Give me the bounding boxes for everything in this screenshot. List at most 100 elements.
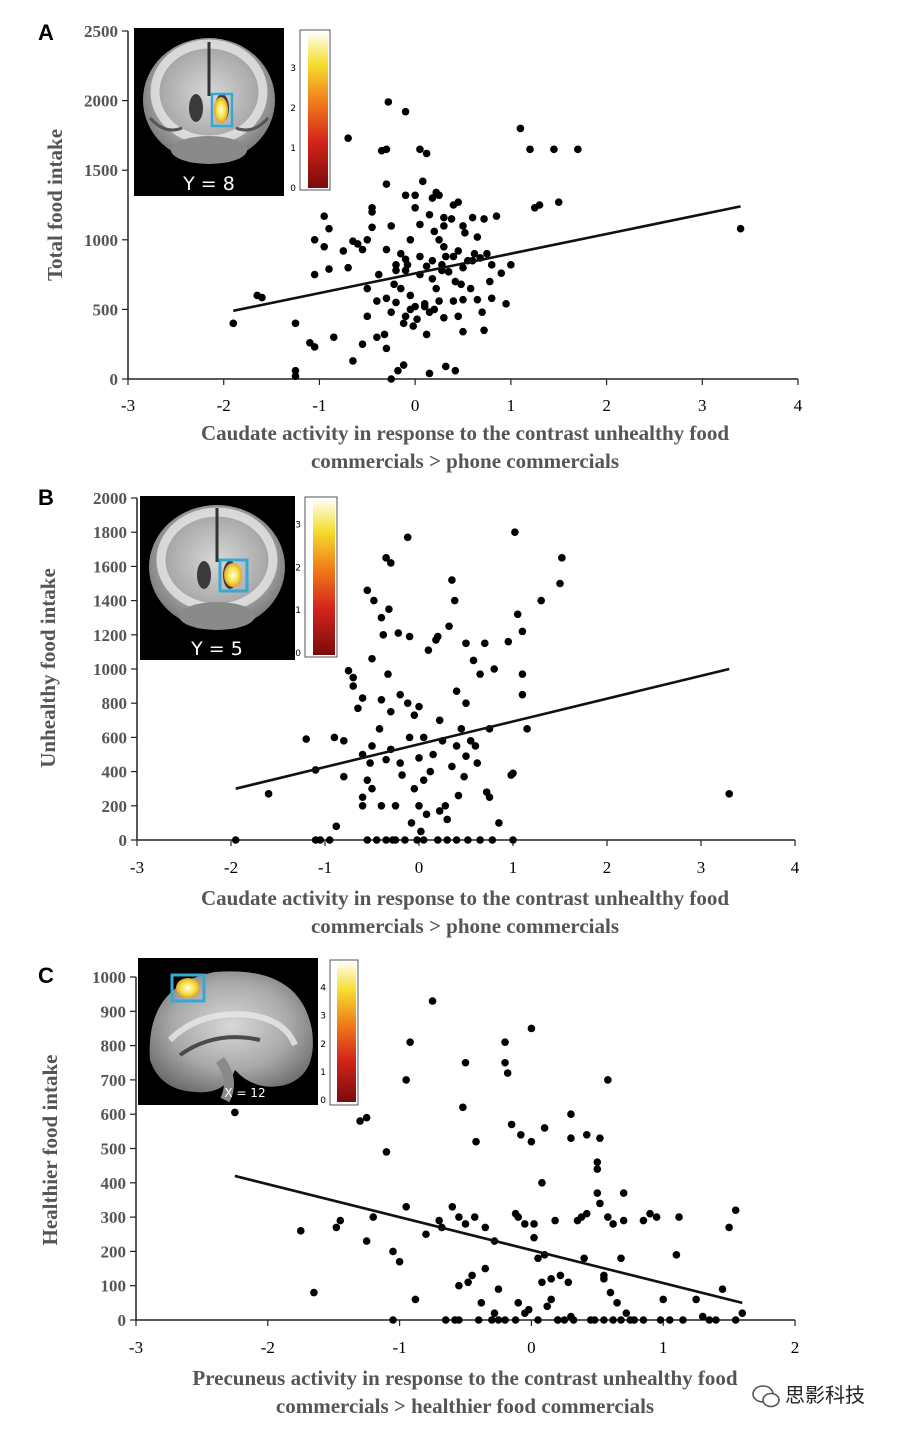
x-tick-label-c: 0 xyxy=(527,1338,536,1357)
data-point xyxy=(435,236,443,244)
data-point xyxy=(391,836,400,844)
data-point xyxy=(513,610,522,619)
data-point xyxy=(679,1316,687,1324)
data-point xyxy=(440,242,448,251)
data-point xyxy=(264,790,273,798)
regression-line-b xyxy=(235,667,730,790)
data-point xyxy=(593,1189,602,1197)
data-point xyxy=(379,631,388,639)
data-point xyxy=(736,224,745,233)
data-point xyxy=(413,836,421,844)
data-point xyxy=(466,737,475,745)
data-point xyxy=(639,1316,648,1324)
data-point xyxy=(464,836,472,844)
data-point xyxy=(382,1148,391,1156)
data-point xyxy=(392,298,400,307)
data-point xyxy=(731,1206,740,1215)
data-point xyxy=(553,1316,562,1324)
watermark-text: 思影科技 xyxy=(785,1383,865,1407)
data-point xyxy=(316,836,325,844)
data-point xyxy=(617,1254,625,1263)
data-point xyxy=(518,690,527,699)
data-point xyxy=(434,836,442,844)
x-tick-label-a: 1 xyxy=(507,396,516,415)
data-point xyxy=(362,1113,371,1122)
data-point xyxy=(336,1216,345,1225)
data-point xyxy=(325,836,334,844)
y-ticks-a: 0 500 1000 1500 2000 2500 xyxy=(84,22,128,389)
data-point xyxy=(511,1316,520,1324)
data-point xyxy=(725,790,733,798)
data-point xyxy=(441,1316,450,1324)
data-point xyxy=(440,222,448,230)
data-point xyxy=(363,312,372,321)
data-point xyxy=(452,836,461,844)
data-point xyxy=(609,1220,617,1228)
data-point xyxy=(646,1209,654,1218)
data-point xyxy=(373,333,381,342)
data-point xyxy=(375,725,384,733)
data-point xyxy=(474,1316,483,1324)
data-point xyxy=(422,330,431,339)
data-point xyxy=(582,1209,591,1218)
data-point xyxy=(390,280,398,289)
data-point xyxy=(712,1316,720,1324)
x-tick-label-b: 4 xyxy=(791,858,800,877)
data-point xyxy=(419,836,428,844)
colorbar-tick-a: 3 xyxy=(290,64,296,74)
data-point xyxy=(358,245,367,254)
data-point xyxy=(401,107,410,116)
data-point xyxy=(738,1309,747,1317)
data-point xyxy=(560,1316,569,1324)
data-point xyxy=(382,180,391,188)
data-point xyxy=(556,579,564,588)
data-point xyxy=(494,1316,503,1324)
data-point xyxy=(480,215,488,223)
colorbar-tick-c: 1 xyxy=(320,1068,326,1078)
x-axis-label-a-line2: commercials > phone commercials xyxy=(311,449,619,473)
data-point xyxy=(363,284,372,293)
data-point xyxy=(353,240,362,248)
roi-box-c xyxy=(170,973,206,1003)
data-point xyxy=(368,742,376,750)
data-point xyxy=(402,1203,410,1211)
data-point xyxy=(302,735,311,743)
data-point xyxy=(417,827,425,836)
data-point xyxy=(606,1288,615,1297)
data-point xyxy=(639,1216,648,1225)
x-tick-label-c: -3 xyxy=(129,1338,143,1357)
data-point xyxy=(426,767,435,776)
data-point xyxy=(459,295,467,304)
data-point xyxy=(349,682,358,690)
data-point xyxy=(481,1264,490,1273)
data-point xyxy=(358,793,367,802)
y-axis-label-c: Healthier food intake xyxy=(38,1055,62,1246)
data-point xyxy=(476,836,484,844)
data-point xyxy=(363,586,372,595)
data-point xyxy=(425,210,434,219)
data-point xyxy=(416,145,424,154)
data-point xyxy=(527,1137,536,1146)
data-point xyxy=(349,673,358,682)
data-point xyxy=(415,754,423,762)
data-point xyxy=(718,1285,727,1293)
data-point xyxy=(692,1295,700,1304)
data-point xyxy=(507,1120,516,1129)
data-point xyxy=(387,222,396,230)
y-axis-label-a: Total food intake xyxy=(43,129,67,281)
roi-box-b xyxy=(218,558,249,593)
data-point xyxy=(382,836,390,844)
data-point xyxy=(411,191,419,200)
data-point xyxy=(675,1213,683,1221)
y-tick-label-a: 500 xyxy=(93,300,119,319)
data-point xyxy=(507,261,515,269)
data-point xyxy=(380,330,389,339)
data-point xyxy=(574,145,582,154)
data-point xyxy=(454,198,463,207)
inset-label-b: Y = 5 xyxy=(190,638,243,660)
data-point xyxy=(524,1305,533,1314)
data-point xyxy=(457,725,466,733)
data-point xyxy=(387,308,396,316)
data-point xyxy=(320,242,329,251)
data-point xyxy=(452,742,461,750)
